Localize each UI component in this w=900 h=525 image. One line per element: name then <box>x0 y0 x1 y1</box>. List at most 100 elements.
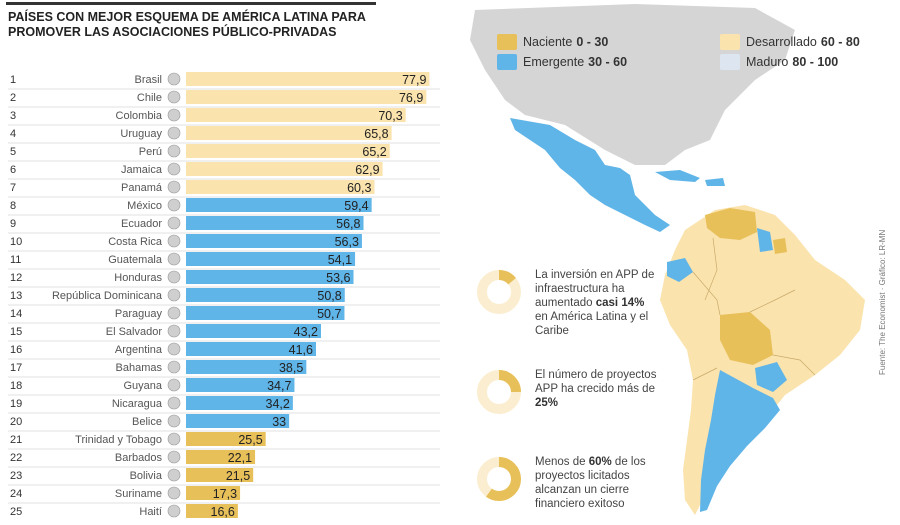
country-borders <box>692 237 816 381</box>
caribbean-islands-shape <box>655 170 725 186</box>
flag-icon <box>167 486 181 500</box>
bar <box>186 144 390 158</box>
rank-label: 2 <box>10 92 16 104</box>
flag-icon <box>167 396 181 410</box>
country-label: Haití <box>139 506 162 518</box>
flag-icon <box>167 144 181 158</box>
bar <box>186 252 356 266</box>
source-note: Fuente: The Economist · Gráfico: LR-MN <box>878 229 887 375</box>
flag-icon <box>167 378 181 392</box>
stat-text-post: en América Latina y el Caribe <box>535 311 649 337</box>
flag-icon <box>167 288 181 302</box>
bar <box>186 126 392 140</box>
rank-label: 17 <box>10 362 22 374</box>
rank-label: 11 <box>10 254 21 266</box>
value-label: 22,1 <box>228 451 252 465</box>
stat-text-pre: Menos de <box>535 456 589 468</box>
country-label: Bahamas <box>116 362 163 374</box>
stat-text-pre: El número de proyectos APP ha crecido má… <box>535 369 657 395</box>
donut-chart <box>477 370 521 414</box>
bar <box>186 378 295 392</box>
rank-label: 24 <box>10 488 22 500</box>
bar <box>186 396 293 410</box>
donut-chart <box>477 457 521 501</box>
bar <box>186 468 254 482</box>
bar <box>186 72 430 86</box>
value-label: 54,1 <box>328 253 352 267</box>
flag-icon <box>167 162 181 176</box>
value-label: 62,9 <box>355 163 379 177</box>
rank-label: 6 <box>10 164 16 176</box>
value-label: 34,2 <box>266 397 290 411</box>
donut-arc <box>477 270 521 314</box>
country-label: Honduras <box>114 272 162 284</box>
flag-icon <box>167 216 181 230</box>
donut-chart <box>477 270 521 314</box>
stat-text: La inversión en APP de infraestructura h… <box>535 268 660 338</box>
country-label: Guyana <box>123 380 162 392</box>
value-label: 53,6 <box>326 271 350 285</box>
value-label: 56,3 <box>335 235 359 249</box>
rank-label: 1 <box>10 74 16 86</box>
suriname-shape <box>773 238 787 254</box>
value-label: 16,6 <box>211 505 235 519</box>
value-label: 21,5 <box>226 469 250 483</box>
country-label: Jamaica <box>121 164 163 176</box>
stat-text-bold: casi 14% <box>595 297 645 309</box>
bar-chart: 1 Brasil 77,9 2 Chile 76,9 3 Colombia 70,3 4 Urugu… <box>8 72 440 519</box>
legend-swatch <box>720 34 740 50</box>
flag-icon <box>167 450 181 464</box>
legend-range: 80 - 100 <box>792 55 839 69</box>
flag-icon <box>167 180 181 194</box>
legend-maduro: Maduro 80 - 100 <box>720 54 838 70</box>
stat-inversion: La inversión en APP de infraestructura h… <box>475 268 660 338</box>
bar <box>186 198 372 212</box>
value-label: 33 <box>272 415 286 429</box>
rank-label: 23 <box>10 470 22 482</box>
flag-icon <box>167 90 181 104</box>
donut-arc <box>477 457 521 501</box>
rank-label: 15 <box>10 326 22 338</box>
country-label: Nicaragua <box>112 398 163 410</box>
bar <box>186 414 290 428</box>
ecuador-shape <box>667 258 693 282</box>
country-label: República Dominicana <box>52 290 163 302</box>
country-label: Panamá <box>121 182 163 194</box>
flag-icon <box>167 252 181 266</box>
bar <box>186 162 383 176</box>
bar <box>186 360 307 374</box>
rank-label: 4 <box>10 128 16 140</box>
stat-text-pre: La inversión en APP de infraestructura h… <box>535 269 655 309</box>
value-label: 17,3 <box>213 487 237 501</box>
bar <box>186 90 427 104</box>
bar <box>186 108 406 122</box>
value-label: 25,5 <box>238 433 262 447</box>
mexico-central-america-shape <box>510 118 670 232</box>
country-label: Barbados <box>115 452 163 464</box>
legend-label: Naciente <box>523 35 573 49</box>
value-label: 65,2 <box>362 145 386 159</box>
flag-icon <box>167 342 181 356</box>
legend-swatch <box>497 34 517 50</box>
value-label: 65,8 <box>364 127 388 141</box>
legend-range: 30 - 60 <box>588 55 628 69</box>
stat-text-bold: 25% <box>535 397 559 409</box>
country-label: Ecuador <box>121 218 162 230</box>
rank-label: 22 <box>10 452 22 464</box>
country-label: Suriname <box>115 488 162 500</box>
country-label: Belice <box>132 416 162 428</box>
rank-label: 3 <box>10 110 16 122</box>
flag-icon <box>167 108 181 122</box>
legend-desarrollado: Desarrollado 60 - 80 <box>720 34 860 50</box>
country-label: Bolivia <box>130 470 163 482</box>
value-label: 50,7 <box>317 307 341 321</box>
value-label: 70,3 <box>378 109 402 123</box>
flag-icon <box>167 126 181 140</box>
country-label: Brasil <box>134 74 162 86</box>
stat-text: Menos de 60% de los proyectos licitados … <box>535 455 660 511</box>
rank-label: 7 <box>10 182 16 194</box>
legend-range: 0 - 30 <box>576 35 609 49</box>
flag-icon <box>167 324 181 338</box>
argentina-shape <box>700 370 780 512</box>
bar <box>186 306 345 320</box>
